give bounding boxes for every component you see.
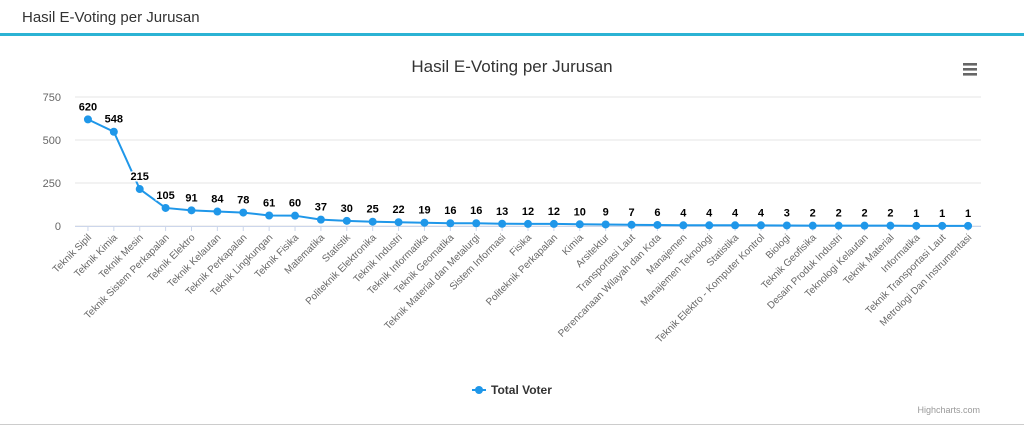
data-label: 25 bbox=[367, 204, 379, 216]
data-label: 548 bbox=[105, 114, 123, 126]
data-point bbox=[316, 215, 325, 224]
y-axis: 0 250 500 750 bbox=[43, 92, 61, 233]
credits-link[interactable]: Highcharts.com bbox=[917, 405, 980, 415]
y-tick-label: 750 bbox=[43, 92, 61, 104]
data-point bbox=[549, 219, 558, 228]
data-point bbox=[679, 221, 688, 230]
data-point bbox=[808, 221, 817, 230]
data-point bbox=[420, 218, 429, 227]
data-label: 16 bbox=[470, 205, 482, 217]
legend-item-total-voter[interactable]: Total Voter bbox=[491, 383, 552, 397]
data-point bbox=[472, 219, 481, 228]
data-point bbox=[756, 221, 765, 230]
data-point bbox=[109, 127, 118, 136]
data-label: 620 bbox=[79, 101, 97, 113]
data-point bbox=[886, 221, 895, 230]
data-point bbox=[239, 208, 248, 217]
data-point bbox=[782, 221, 791, 230]
data-point bbox=[498, 219, 507, 228]
data-point bbox=[291, 211, 300, 220]
data-point bbox=[653, 220, 662, 229]
data-point bbox=[368, 217, 377, 226]
data-label: 105 bbox=[156, 190, 174, 202]
chart-title: Hasil E-Voting per Jurusan bbox=[411, 57, 612, 76]
data-point bbox=[575, 220, 584, 229]
data-label: 12 bbox=[548, 206, 560, 218]
data-label: 60 bbox=[289, 198, 301, 210]
data-point bbox=[627, 220, 636, 229]
data-label: 19 bbox=[418, 205, 430, 217]
data-label: 13 bbox=[496, 206, 508, 218]
data-label: 4 bbox=[758, 207, 765, 219]
data-label: 1 bbox=[939, 208, 945, 220]
data-label: 10 bbox=[574, 206, 586, 218]
hamburger-menu-icon[interactable] bbox=[959, 59, 981, 79]
data-label: 1 bbox=[965, 208, 971, 220]
panel-bottom-border bbox=[0, 424, 1024, 425]
data-label: 78 bbox=[237, 195, 249, 207]
data-point bbox=[135, 185, 144, 194]
legend-marker-symbol bbox=[475, 386, 483, 394]
data-label: 84 bbox=[211, 194, 224, 206]
data-point bbox=[524, 219, 532, 228]
data-label: 12 bbox=[522, 206, 534, 218]
data-point bbox=[161, 203, 170, 212]
data-point bbox=[394, 218, 403, 227]
data-point bbox=[187, 206, 196, 215]
series-total-voter bbox=[83, 115, 973, 230]
line-chart: Hasil E-Voting per Jurusan 0 250 500 750 Te… bbox=[43, 57, 981, 415]
data-point bbox=[731, 221, 740, 230]
data-point bbox=[964, 221, 973, 230]
data-point bbox=[860, 221, 869, 230]
data-label: 91 bbox=[185, 192, 197, 204]
data-point bbox=[705, 221, 714, 230]
data-point bbox=[83, 115, 92, 124]
data-point bbox=[912, 221, 921, 230]
data-label: 215 bbox=[131, 171, 149, 183]
data-label: 7 bbox=[628, 207, 634, 219]
panel-header: Hasil E-Voting per Jurusan bbox=[0, 0, 1024, 36]
chart-container: Hasil E-Voting per Jurusan 0 250 500 750 Te… bbox=[0, 39, 1024, 424]
y-tick-label: 0 bbox=[55, 221, 61, 233]
data-point bbox=[342, 216, 351, 225]
data-label: 2 bbox=[810, 208, 816, 220]
y-tick-label: 500 bbox=[43, 135, 61, 147]
data-point bbox=[938, 221, 947, 230]
y-tick-label: 250 bbox=[43, 178, 61, 190]
data-label: 30 bbox=[341, 203, 353, 215]
data-label: 3 bbox=[784, 207, 790, 219]
data-label: 37 bbox=[315, 202, 327, 214]
data-point bbox=[601, 220, 610, 229]
data-label: 6 bbox=[654, 207, 660, 219]
data-label: 22 bbox=[392, 204, 404, 216]
data-label: 4 bbox=[732, 207, 739, 219]
panel-title: Hasil E-Voting per Jurusan bbox=[22, 9, 200, 26]
data-label: 2 bbox=[887, 208, 893, 220]
data-point bbox=[446, 219, 455, 228]
data-point bbox=[834, 221, 843, 230]
data-label: 4 bbox=[706, 207, 713, 219]
data-label: 2 bbox=[836, 208, 842, 220]
data-label: 4 bbox=[680, 207, 687, 219]
data-label: 1 bbox=[913, 208, 919, 220]
legend[interactable]: Total Voter bbox=[472, 383, 552, 397]
data-label: 2 bbox=[861, 208, 867, 220]
data-label: 61 bbox=[263, 198, 275, 210]
data-label: 16 bbox=[444, 205, 456, 217]
data-point bbox=[265, 211, 274, 220]
data-point bbox=[213, 207, 222, 216]
data-label: 9 bbox=[603, 206, 609, 218]
